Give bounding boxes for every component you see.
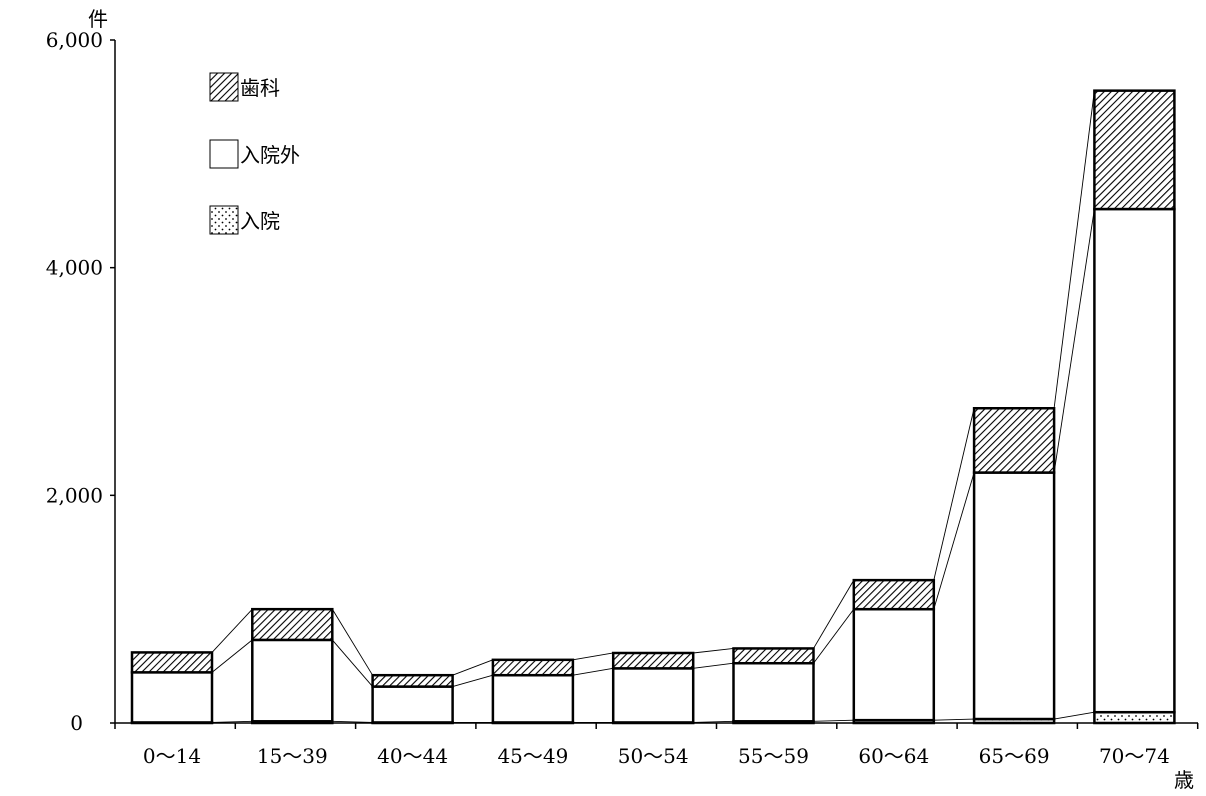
legend-swatch-dental [209,72,239,102]
x-tick-label: 0～14 [143,744,201,768]
bar-dental [130,651,214,674]
connector-line [452,659,494,676]
connector-lines [211,90,1095,723]
bars [130,89,1176,725]
legend-label-inpatient: 入院 [240,209,280,233]
bar-dental [251,607,334,642]
legend: 歯科 入院外 入院 [209,72,300,235]
x-tick-label: 70～74 [1099,744,1170,768]
x-tick-label: 40～44 [377,744,448,768]
bar-outpatient [491,673,575,724]
bar-dental [852,578,936,611]
bar-dental [732,647,815,665]
connector-line [211,639,253,673]
bar-dental [371,673,454,688]
bar-outpatient [251,638,334,723]
connector-line [693,662,734,669]
x-axis-unit-label: 歳 [1174,768,1194,792]
bar-outpatient [732,661,815,723]
y-tick-label: 4,000 [46,256,103,280]
y-tick-label: 2,000 [46,483,103,507]
legend-item-dental: 歯科 [209,72,280,102]
connector-line [331,608,373,676]
connector-line [1054,711,1095,720]
y-tick-label: 0 [70,711,83,735]
connector-line [452,674,494,688]
bar-dental [972,407,1056,474]
bar-inpatient [1093,710,1176,725]
connector-line [933,472,975,610]
bar-outpatient [972,471,1056,721]
connector-line [813,579,855,649]
connector-line [933,408,975,581]
bar-dental [1093,89,1176,211]
bar-outpatient [130,671,214,724]
y-ticks: 0 2,000 4,000 6,000 [46,28,115,735]
bar-outpatient [371,685,454,724]
legend-label-outpatient: 入院外 [240,143,300,167]
bar-dental [491,658,575,677]
x-tick-label: 50～54 [618,744,689,768]
connector-line [572,652,614,661]
x-ticks: 0～14 15～39 40～44 45～49 50～54 55～59 60～64 65～69 7… [114,723,1199,768]
connector-line [572,667,614,676]
legend-item-inpatient: 入院 [209,205,280,235]
x-tick-label: 15～39 [257,744,328,768]
bar-outpatient [1093,207,1176,714]
bar-outpatient [611,667,695,724]
connector-line [933,718,975,721]
connector-line [693,647,734,654]
x-axis: 0～14 15～39 40～44 45～49 50～54 55～59 60～64 65～69 7… [114,722,1199,792]
y-tick-label: 6,000 [46,28,103,52]
connector-line [211,608,253,653]
connector-line [813,608,855,664]
connector-line [813,719,854,722]
connector-line [332,720,373,723]
connector-line [1053,90,1095,409]
connector-line [1053,208,1095,473]
bar-dental [611,651,695,670]
connector-line [331,639,373,687]
x-tick-label: 55～59 [738,744,809,768]
legend-label-dental: 歯科 [240,76,280,100]
y-axis: 0 2,000 4,000 6,000 件 [46,7,116,735]
y-axis-unit-label: 件 [88,7,108,31]
legend-swatch-outpatient [209,139,239,169]
connector-line [693,720,734,723]
legend-swatch-inpatient [209,205,239,235]
connector-line [211,720,253,723]
x-tick-label: 65～69 [979,744,1050,768]
x-tick-label: 45～49 [497,744,568,768]
legend-item-outpatient: 入院外 [209,139,300,169]
bar-outpatient [852,607,936,722]
x-tick-label: 60～64 [858,744,929,768]
